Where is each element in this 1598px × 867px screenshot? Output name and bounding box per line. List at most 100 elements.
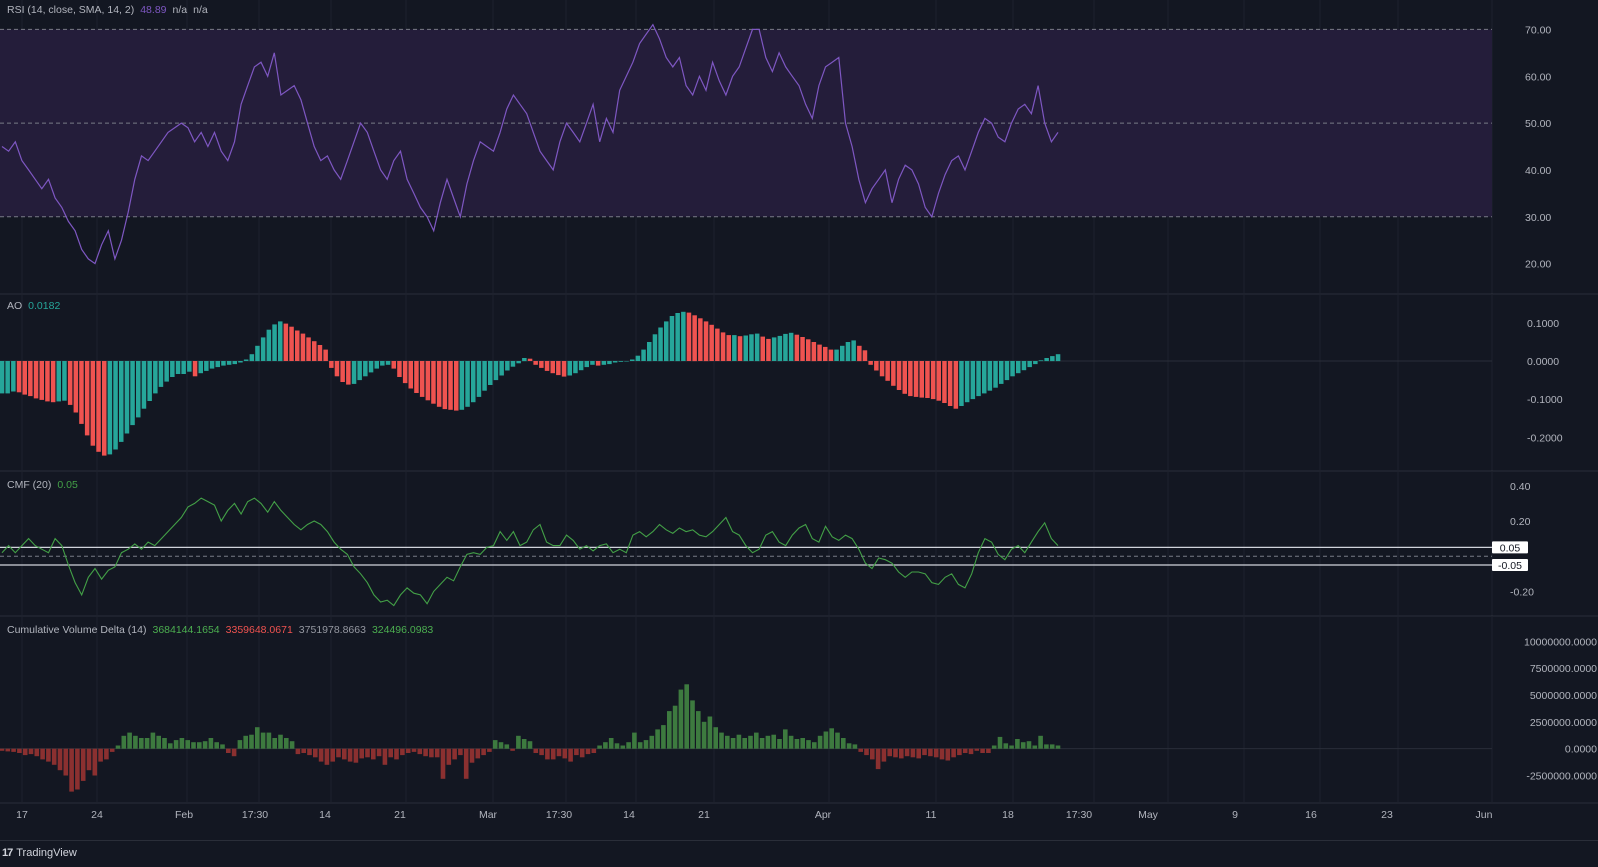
cvd-bar (104, 748, 109, 760)
cvd-bar (121, 735, 127, 749)
cvd-bar (545, 748, 550, 760)
ao-legend: AO 0.0182 (7, 300, 66, 312)
cvd-bar (521, 739, 527, 749)
ao-bar (999, 361, 1004, 384)
ao-bar (113, 361, 118, 450)
cvd-bar (452, 748, 457, 760)
ao-bar (982, 361, 987, 394)
ao-bar (618, 361, 624, 362)
ao-bar (584, 361, 589, 368)
tradingview-logo[interactable]: 17 TradingView (2, 847, 77, 859)
ao-bar (947, 361, 953, 406)
cvd-bar (359, 748, 364, 759)
cmf-tick-label: -0.20 (1510, 586, 1534, 598)
ao-bar (1004, 361, 1010, 381)
cvd-bar (1044, 744, 1049, 749)
cvd-bar (417, 748, 423, 755)
cvd-bar (562, 748, 568, 759)
ao-bar (351, 361, 357, 384)
cvd-bar (608, 738, 614, 749)
cvd-bar (887, 748, 892, 757)
cvd-bar (231, 748, 237, 757)
ao-bar (221, 361, 226, 366)
ao-legend-value: 0.0182 (28, 300, 61, 312)
ao-bar (925, 361, 930, 398)
cvd-bar (11, 748, 16, 752)
cvd-bar (591, 748, 597, 753)
rsi-legend-name: RSI (14, close, SMA, 14, 2) (7, 4, 135, 16)
ao-bar (289, 326, 294, 361)
cvd-legend-v3: 3751978.8663 (298, 624, 366, 636)
ao-bar (5, 361, 10, 394)
ao-bar (681, 311, 686, 361)
cmf-level-badge (1492, 541, 1528, 554)
ao-bar (749, 334, 754, 361)
cvd-bar (550, 748, 556, 760)
ao-legend-name: AO (7, 300, 23, 312)
cvd-bar (579, 748, 585, 758)
cvd-bar (5, 748, 11, 752)
cmf-legend-value: 0.05 (57, 479, 78, 491)
cvd-bar (237, 740, 243, 749)
cvd-bar (614, 743, 620, 749)
ao-bar (471, 361, 476, 403)
ao-bar (209, 361, 215, 369)
ao-bar (380, 361, 385, 366)
ao-bar (448, 361, 453, 410)
ao-bar (84, 361, 90, 436)
cvd-bar (539, 748, 544, 756)
ao-bar (993, 361, 998, 388)
ao-bar (930, 361, 936, 400)
rsi-tick-label: 50.00 (1525, 118, 1551, 130)
cvd-bar (220, 744, 225, 749)
ao-bar (141, 361, 147, 409)
cvd-bar (620, 745, 626, 749)
ao-bar (720, 332, 726, 361)
cvd-bar (806, 740, 811, 749)
time-axis-label: Feb (175, 809, 193, 821)
ao-bar (306, 337, 311, 361)
cvd-tick-label: 10000000.0000 (1524, 636, 1597, 648)
cvd-bar (405, 748, 411, 753)
rsi-legend: RSI (14, close, SMA, 14, 2) 48.89 n/a n/a (7, 4, 214, 16)
ao-bar (737, 336, 743, 361)
cvd-bar (272, 738, 277, 749)
time-axis-label: 18 (1002, 809, 1014, 821)
cvd-bar (707, 716, 713, 749)
ao-bar (136, 361, 141, 418)
ao-bar (669, 316, 675, 361)
ao-bar (868, 361, 873, 365)
ao-bar (556, 361, 561, 376)
cvd-bar (69, 748, 74, 792)
ao-bar (45, 361, 50, 402)
ao-bar (709, 324, 714, 361)
cvd-bar (922, 748, 927, 756)
cvd-bar (678, 689, 684, 749)
cvd-bar (249, 734, 254, 749)
ao-bar (726, 335, 731, 361)
ao-bar (743, 335, 748, 362)
cvd-bar (881, 748, 887, 762)
cvd-bar (429, 748, 434, 758)
cvd-bar (139, 738, 144, 749)
ao-bar (641, 349, 646, 361)
cvd-bar (382, 748, 388, 765)
cvd-bar (835, 732, 840, 749)
cvd-bar (336, 748, 341, 758)
ao-bar (771, 337, 777, 361)
ao-bar (11, 361, 16, 392)
ao-bar (550, 361, 555, 374)
cvd-bar (266, 732, 272, 749)
cvd-bar (197, 742, 202, 749)
cvd-bar (156, 735, 161, 749)
ao-bar (158, 361, 164, 387)
cvd-bar (394, 748, 399, 760)
ao-bar (283, 323, 289, 361)
ao-bar (215, 361, 220, 368)
cvd-bar (794, 739, 800, 749)
cvd-bar (226, 748, 231, 753)
ao-bar (385, 361, 391, 365)
cvd-bar (440, 748, 446, 779)
ao-bar (147, 361, 152, 401)
